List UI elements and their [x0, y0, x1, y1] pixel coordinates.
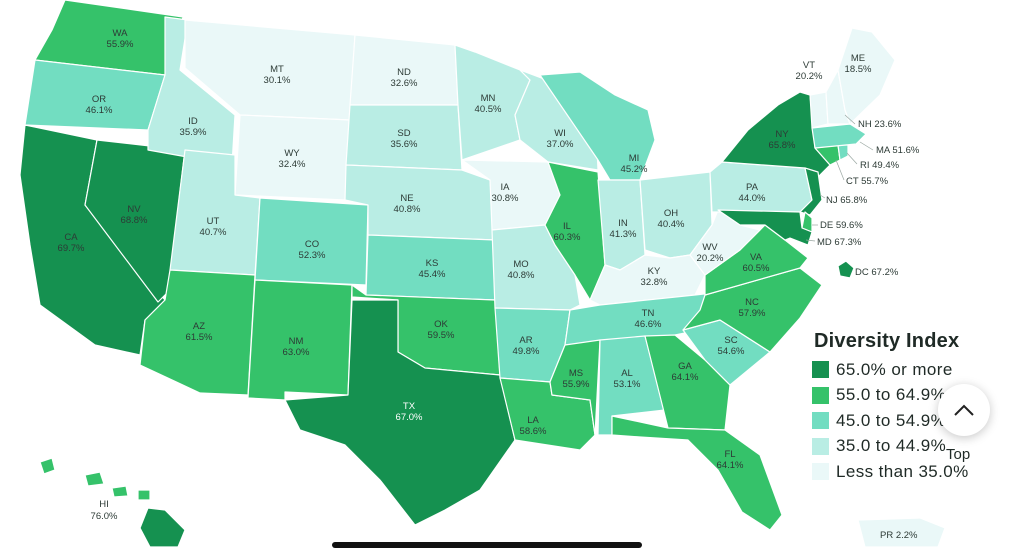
label-WA: WA 55.9% — [107, 28, 134, 50]
label-ND: ND 32.6% — [391, 67, 418, 89]
legend-item-3: 45.0 to 54.9% — [812, 408, 1012, 434]
state-NE[interactable] — [344, 164, 496, 241]
label-OK: OK 59.5% — [428, 319, 455, 341]
callouts: NH 23.6% MA 51.6% RI 49.4% CT 55.7% NJ 6… — [805, 114, 920, 541]
label-KY: KY 32.8% — [641, 266, 668, 288]
label-FL: FL 64.1% — [717, 449, 744, 471]
label-NY: NY 65.8% — [769, 129, 796, 151]
label-KS: KS 45.4% — [419, 258, 446, 280]
label-WV: WV 20.2% — [697, 242, 724, 264]
legend-swatch — [812, 412, 829, 430]
label-WY: WY 32.4% — [279, 148, 306, 170]
label-WI: WI 37.0% — [547, 128, 574, 150]
label-TX: TX 67.0% — [396, 401, 423, 423]
label-CO: CO 52.3% — [299, 239, 326, 261]
label-CA: CA 69.7% — [58, 232, 85, 254]
legend-title: Diversity Index — [814, 330, 960, 352]
label-DC: DC 67.2% — [855, 267, 899, 278]
label-AL: AL 53.1% — [614, 368, 641, 390]
scroll-to-top-button[interactable] — [938, 384, 990, 436]
state-MI[interactable] — [539, 71, 656, 181]
label-UT: UT 40.7% — [200, 216, 227, 238]
state-DC[interactable] — [837, 260, 855, 279]
home-indicator — [332, 542, 642, 548]
state-labels: WA 55.9% OR 46.1% ID 35.9% MT 30.1% ND 32.6% … — [58, 28, 872, 522]
label-SD: SD 35.6% — [391, 128, 418, 150]
legend-label: 55.0 to 64.9% — [836, 385, 947, 405]
label-OR: OR 46.1% — [86, 94, 113, 116]
state-TX[interactable] — [284, 299, 516, 526]
label-RI: RI 49.4% — [860, 160, 900, 171]
label-MD: MD 67.3% — [817, 237, 862, 248]
label-ME: ME 18.5% — [845, 53, 872, 75]
legend-swatch — [812, 361, 829, 379]
legend: Diversity Index 65.0% or more 55.0 to 64… — [812, 330, 1012, 485]
label-NV: NV 68.8% — [121, 204, 148, 226]
label-AZ: AZ 61.5% — [186, 321, 213, 343]
legend-label: 45.0 to 54.9% — [836, 410, 947, 430]
legend-label: 65.0% or more — [836, 359, 953, 379]
label-MS: MS 55.9% — [563, 368, 590, 390]
label-DE: DE 59.6% — [820, 220, 863, 231]
legend-item-5: Less than 35.0% — [812, 459, 1012, 485]
state-NJ[interactable] — [799, 167, 823, 216]
state-MA[interactable] — [811, 123, 867, 149]
label-HI: HI 76.0% — [91, 499, 118, 522]
state-MD[interactable] — [717, 209, 813, 246]
label-CT: CT 55.7% — [846, 176, 889, 187]
label-IL: IL 60.3% — [554, 221, 581, 243]
label-NC: NC 57.9% — [739, 297, 766, 319]
state-PR[interactable] — [857, 517, 946, 547]
state-FL[interactable] — [611, 415, 783, 531]
legend-swatch — [812, 463, 829, 481]
legend-item-1: 65.0% or more — [812, 357, 1012, 383]
label-LA: LA 58.6% — [520, 415, 547, 437]
legend-swatch — [812, 386, 829, 404]
label-PR: PR 2.2% — [880, 530, 918, 541]
label-GA: GA 64.1% — [672, 361, 699, 383]
label-MN: MN 40.5% — [475, 93, 502, 115]
state-AK[interactable] — [39, 457, 151, 501]
label-SC: SC 54.6% — [718, 335, 745, 357]
label-AR: AR 49.8% — [513, 335, 540, 357]
label-ID: ID 35.9% — [180, 116, 207, 138]
state-VT[interactable] — [809, 91, 829, 129]
label-NJ: NJ 65.8% — [826, 195, 868, 206]
state-PA[interactable] — [709, 161, 813, 213]
label-NE: NE 40.8% — [394, 193, 421, 215]
label-TN: TN 46.6% — [635, 308, 662, 330]
label-MA: MA 51.6% — [876, 145, 920, 156]
state-WV[interactable] — [689, 209, 761, 276]
state-HI[interactable] — [139, 507, 186, 547]
label-MI: MI 45.2% — [621, 153, 648, 175]
label-IA: IA 30.8% — [492, 182, 519, 204]
legend-swatch — [812, 437, 829, 455]
legend-item-2: 55.0 to 64.9% — [812, 383, 1012, 409]
legend-item-4: 35.0 to 44.9% — [812, 434, 1012, 460]
scroll-to-top-label: Top — [946, 446, 971, 463]
label-OH: OH 40.4% — [658, 208, 685, 230]
label-NM: NM 63.0% — [283, 336, 310, 358]
chevron-up-icon — [954, 404, 974, 416]
label-VA: VA 60.5% — [743, 252, 770, 274]
label-IN: IN 41.3% — [610, 218, 637, 240]
label-NH: NH 23.6% — [858, 119, 902, 130]
label-PA: PA 44.0% — [739, 182, 766, 204]
label-MT: MT 30.1% — [264, 64, 291, 86]
label-VT: VT 20.2% — [796, 60, 823, 82]
state-NC[interactable] — [682, 267, 823, 353]
state-RI[interactable] — [837, 144, 849, 161]
label-MO: MO 40.8% — [508, 259, 535, 281]
legend-label: Less than 35.0% — [836, 461, 969, 481]
legend-label: 35.0 to 44.9% — [836, 436, 947, 456]
state-ME[interactable] — [837, 27, 896, 125]
